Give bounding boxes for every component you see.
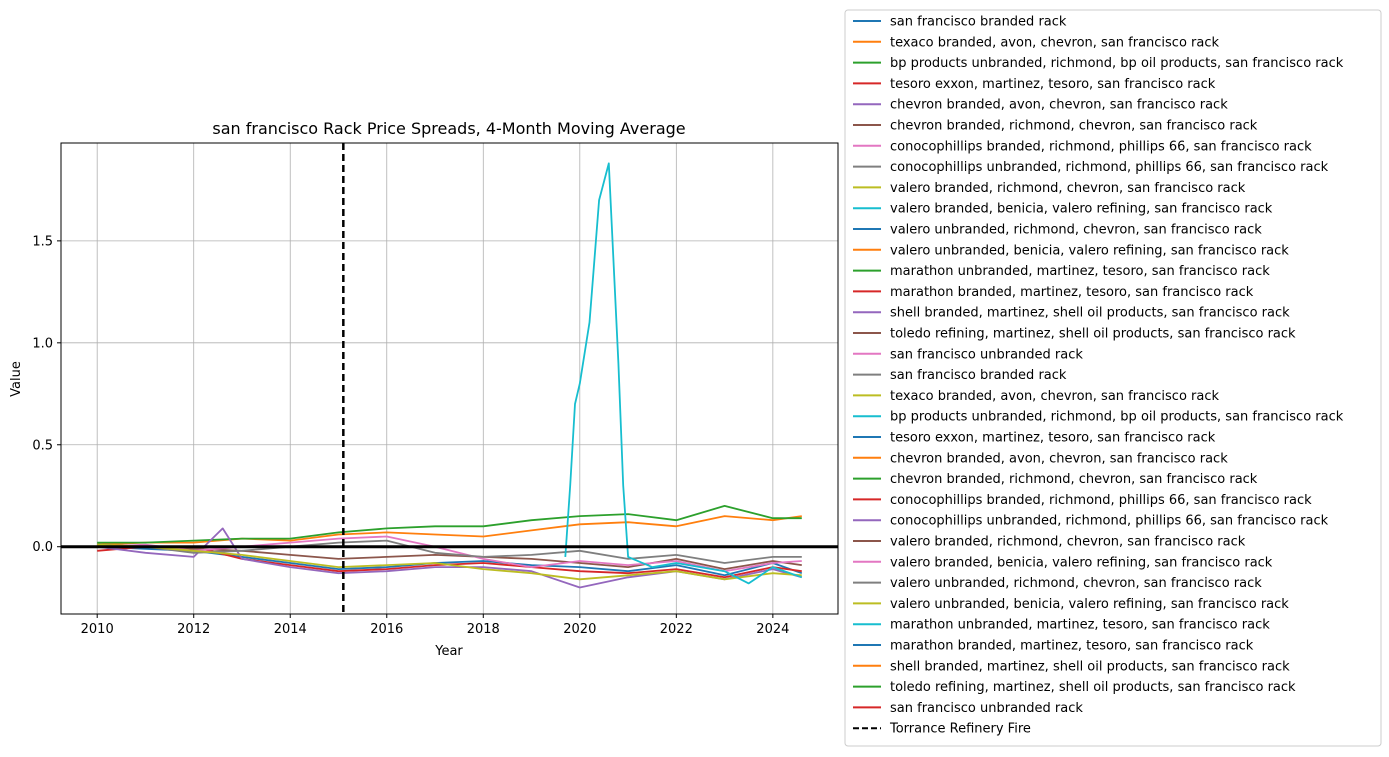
legend-label: valero unbranded, richmond, chevron, san…: [890, 223, 1262, 238]
reference-lines: [61, 143, 838, 614]
legend-frame: [844, 9, 1382, 747]
series-line-6: [97, 543, 802, 570]
legend-label: chevron branded, avon, chevron, san fran…: [890, 451, 1228, 466]
x-tick-label: 2012: [177, 622, 210, 637]
y-axis-label: Value: [9, 361, 24, 397]
series-line-7: [97, 535, 802, 573]
legend-label: tesoro exxon, martinez, tesoro, san fran…: [890, 431, 1216, 446]
y-tick-label: 0.5: [32, 438, 53, 453]
legend-label: conocophillips branded, richmond, philli…: [890, 139, 1312, 154]
legend-label: valero branded, benicia, valero refining…: [890, 202, 1273, 217]
y-tick-label: 1.5: [32, 234, 53, 249]
legend-label: san francisco branded rack: [890, 15, 1067, 30]
legend-label: valero branded, richmond, chevron, san f…: [890, 181, 1246, 196]
legend-label: san francisco branded rack: [890, 368, 1067, 383]
y-axis-ticks: 0.0 0.5 1.0 1.5: [32, 234, 61, 555]
plot-frame: [60, 142, 839, 615]
x-tick-label: 2024: [756, 622, 789, 637]
series-line-1: [97, 545, 803, 577]
chart-title: san francisco Rack Price Spreads, 4-Mont…: [212, 119, 685, 138]
legend-label: marathon branded, martinez, tesoro, san …: [890, 285, 1254, 300]
legend-label: shell branded, martinez, shell oil produ…: [890, 659, 1290, 674]
legend-label: Torrance Refinery Fire: [889, 722, 1031, 737]
legend: san francisco branded rack texaco branded…: [844, 9, 1382, 747]
legend-label: marathon branded, martinez, tesoro, san …: [890, 639, 1254, 654]
legend-label: valero branded, richmond, chevron, san f…: [890, 535, 1246, 550]
legend-label: toledo refining, martinez, shell oil pro…: [890, 327, 1296, 342]
legend-label: toledo refining, martinez, shell oil pro…: [890, 680, 1296, 695]
x-tick-label: 2016: [370, 622, 403, 637]
series-line-9: [97, 543, 802, 581]
legend-label: marathon unbranded, martinez, tesoro, sa…: [890, 264, 1270, 279]
legend-label: chevron branded, richmond, chevron, san …: [890, 472, 1258, 487]
legend-label: san francisco unbranded rack: [890, 701, 1083, 716]
x-axis-label: Year: [434, 644, 463, 659]
legend-label: bp products unbranded, richmond, bp oil …: [890, 56, 1344, 71]
legend-label: marathon unbranded, martinez, tesoro, sa…: [890, 618, 1270, 633]
y-tick-label: 0.0: [32, 540, 53, 555]
legend-label: valero unbranded, richmond, chevron, san…: [890, 576, 1262, 591]
x-tick-label: 2020: [563, 622, 596, 637]
series-line-8: [97, 539, 802, 564]
legend-label: conocophillips branded, richmond, philli…: [890, 493, 1312, 508]
series-line-3: [97, 504, 802, 544]
x-tick-label: 2018: [467, 622, 500, 637]
legend-label: texaco branded, avon, chevron, san franc…: [890, 389, 1220, 404]
plot-lines: [97, 162, 803, 589]
legend-label: conocophillips unbranded, richmond, phil…: [890, 160, 1329, 175]
legend-label: shell branded, martinez, shell oil produ…: [890, 306, 1290, 321]
legend-label: chevron branded, richmond, chevron, san …: [890, 119, 1258, 134]
legend-label: conocophillips unbranded, richmond, phil…: [890, 514, 1329, 529]
legend-label: bp products unbranded, richmond, bp oil …: [890, 410, 1344, 425]
legend-label: tesoro exxon, martinez, tesoro, san fran…: [890, 77, 1216, 92]
x-tick-label: 2022: [660, 622, 693, 637]
legend-label: texaco branded, avon, chevron, san franc…: [890, 35, 1220, 50]
legend-label: san francisco unbranded rack: [890, 347, 1083, 362]
legend-label: valero branded, benicia, valero refining…: [890, 555, 1273, 570]
series-line-2: [97, 515, 802, 546]
x-tick-label: 2014: [274, 622, 307, 637]
series-line-10: [564, 162, 803, 585]
legend-label: chevron branded, avon, chevron, san fran…: [890, 98, 1228, 113]
x-axis-ticks: 2010 2012 2014 2016 2018 2020 2022 2024: [81, 614, 789, 637]
x-tick-label: 2010: [81, 622, 114, 637]
legend-label: valero unbranded, benicia, valero refini…: [890, 243, 1289, 258]
legend-label: valero unbranded, benicia, valero refini…: [890, 597, 1289, 612]
y-tick-label: 1.0: [32, 336, 53, 351]
